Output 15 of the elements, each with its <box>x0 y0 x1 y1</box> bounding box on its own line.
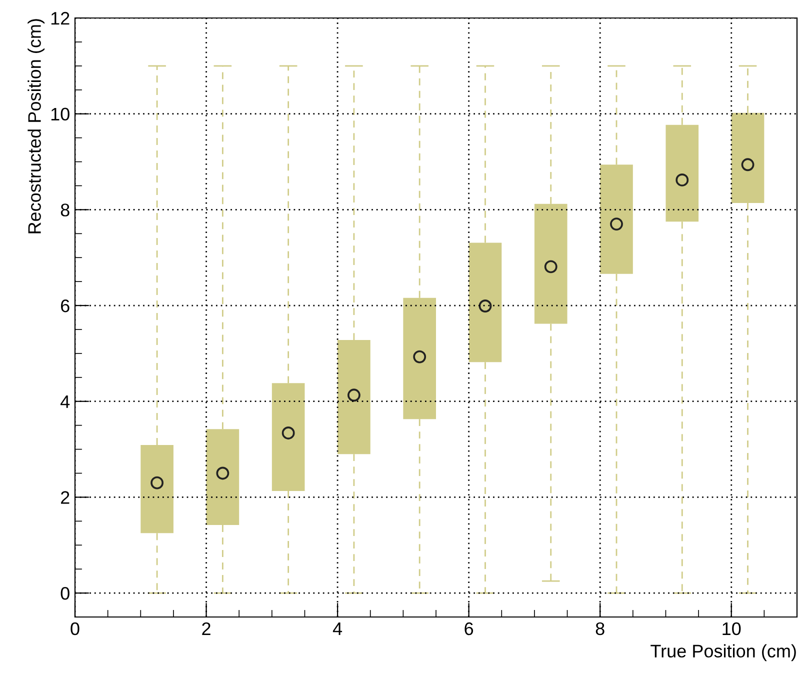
x-tick-label: 6 <box>464 622 474 636</box>
y-tick-label: 8 <box>60 204 70 216</box>
y-tick-label: 10 <box>51 108 70 121</box>
x-axis-title: True Position (cm) <box>650 644 796 662</box>
y-tick-label: 6 <box>61 299 70 312</box>
y-axis-title: Recostructed Position (cm) <box>28 19 44 234</box>
x-tick-label: 2 <box>202 622 210 635</box>
x-tick-label: 0 <box>70 622 80 636</box>
x-tick-label: 8 <box>596 622 604 636</box>
y-tick-label: 2 <box>61 491 70 504</box>
x-tick-label: 4 <box>332 622 342 635</box>
y-tick-label: 4 <box>60 395 70 408</box>
y-tick-label: 12 <box>51 12 70 25</box>
x-tick-label: 10 <box>722 622 741 636</box>
y-tick-label: 0 <box>60 586 70 600</box>
